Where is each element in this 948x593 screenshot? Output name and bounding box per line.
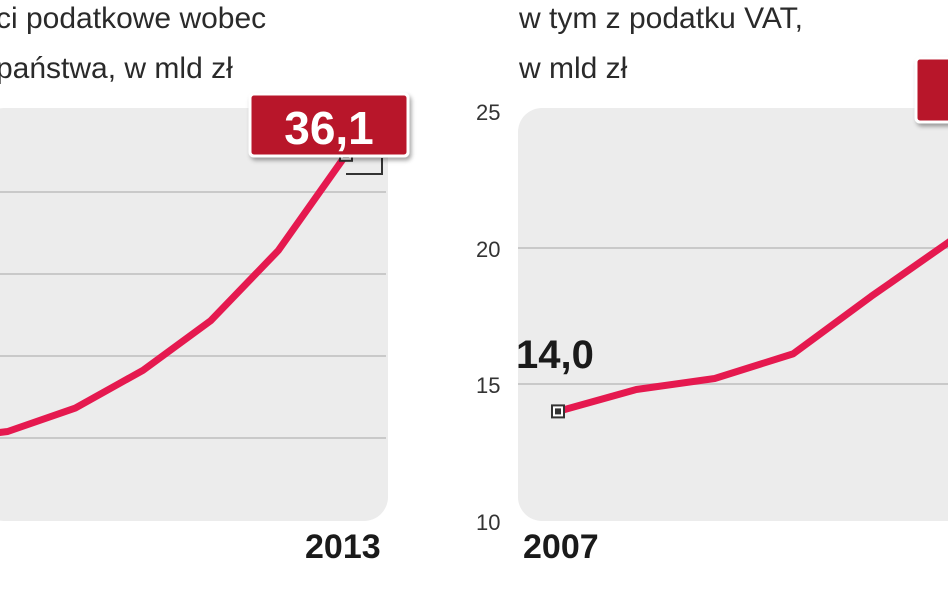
right-chart-title-line1: w tym z podatku VAT, (519, 2, 803, 35)
right-data-point-marker-dot (555, 408, 561, 415)
left-chart-panel (0, 108, 388, 521)
left-chart-title-line2: państwa, w mld zł (0, 52, 233, 85)
left-series-line (0, 151, 350, 436)
right-y-tick-label: 20 (476, 237, 500, 262)
left-callout-value: 36,1 (284, 102, 374, 154)
right-y-tick-label: 15 (476, 373, 500, 398)
right-y-tick-label: 10 (476, 510, 500, 535)
left-callout-box (248, 92, 410, 158)
right-start-value-label: 14,0 (516, 333, 594, 377)
right-callout-box (914, 56, 948, 124)
left-callout-connector (346, 158, 383, 175)
right-x-tick-label: 2007 (523, 528, 599, 566)
right-chart-panel (518, 108, 948, 521)
right-chart: 25 20 15 10 2007 14,0 (476, 56, 948, 566)
right-chart-title-line2: w mld zł (519, 52, 628, 85)
right-series-group (551, 238, 948, 419)
left-chart-title-line1: ci podatkowe wobec (0, 2, 267, 35)
left-chart: 2013 36,1 (0, 92, 410, 566)
left-x-tick-label: 2013 (305, 528, 381, 566)
right-series-line (554, 238, 948, 415)
right-y-tick-label: 25 (476, 100, 500, 125)
